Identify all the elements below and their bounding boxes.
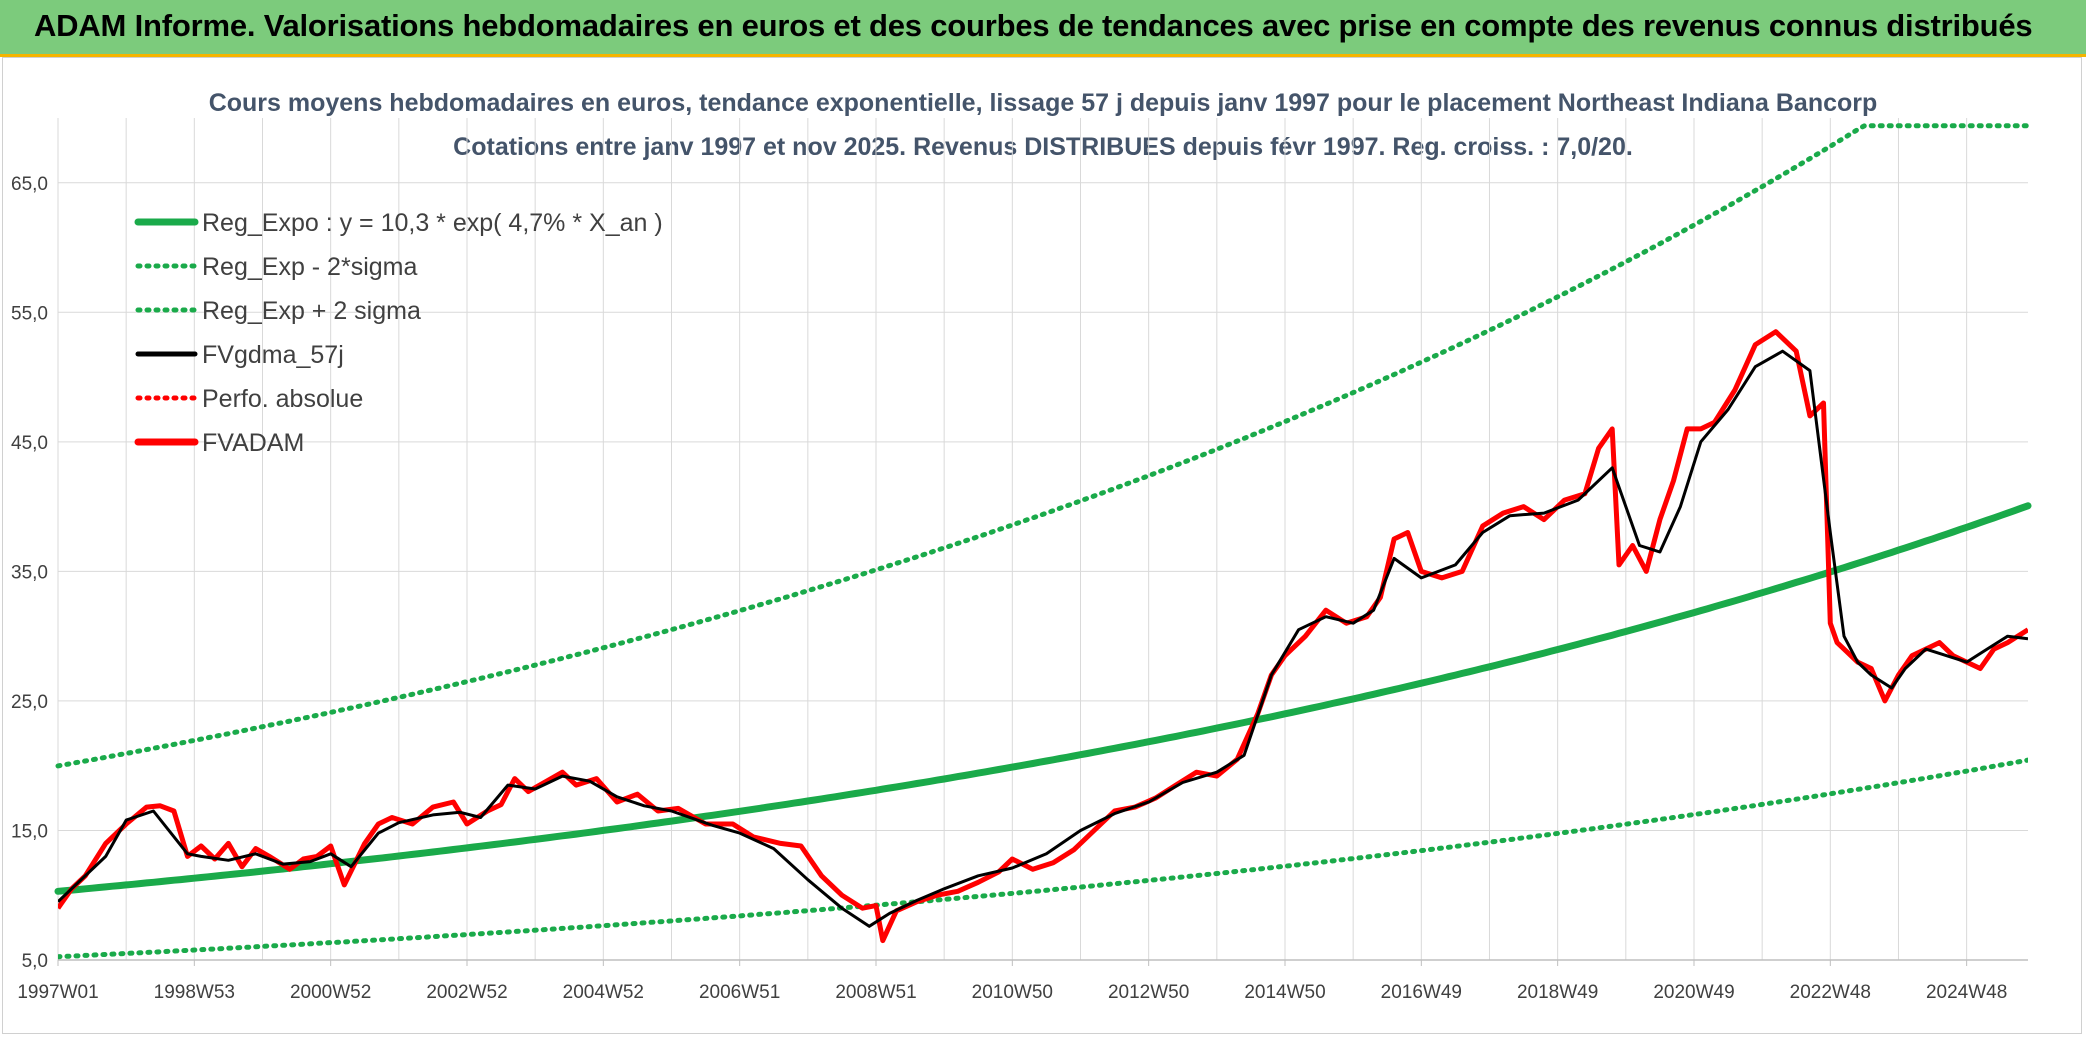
y-tick-label: 25,0 bbox=[11, 692, 48, 713]
legend-label: Reg_Exp + 2 sigma bbox=[202, 297, 421, 325]
x-tick-label: 2022W48 bbox=[1790, 982, 1871, 1003]
legend: Reg_Expo : y = 10,3 * exp( 4,7% * X_an )… bbox=[134, 209, 663, 457]
legend-label: FVgdma_57j bbox=[202, 341, 344, 369]
x-tick-label: 2016W49 bbox=[1381, 982, 1462, 1003]
series-reg-plus-2sigma bbox=[55, 123, 2031, 769]
banner-title: ADAM Informe. Valorisations hebdomadaire… bbox=[34, 8, 2033, 43]
axes: 5,0 15,0 25,0 35,0 45,0 55,0 65,0 1997W01 1998W5… bbox=[11, 174, 2028, 1003]
series-layer bbox=[54, 123, 2032, 960]
series-fvgdma-57j bbox=[58, 349, 2028, 928]
x-tick-label: 2024W48 bbox=[1926, 982, 2007, 1003]
x-tick-label: 2010W50 bbox=[972, 982, 1053, 1003]
chart-frame bbox=[2, 57, 2082, 1034]
x-tick-label: 2012W50 bbox=[1108, 982, 1189, 1003]
y-tick-label: 5,0 bbox=[22, 951, 48, 972]
x-tick-label: 2004W52 bbox=[563, 982, 644, 1003]
legend-label: Reg_Exp - 2*sigma bbox=[202, 253, 417, 281]
x-tick-label: 2006W51 bbox=[699, 982, 780, 1003]
grid bbox=[57, 118, 2028, 961]
y-tick-label: 45,0 bbox=[11, 433, 48, 454]
series-reg-expo bbox=[54, 502, 2032, 895]
legend-label: Reg_Expo : y = 10,3 * exp( 4,7% * X_an ) bbox=[202, 209, 663, 237]
legend-label: FVADAM bbox=[202, 429, 304, 457]
x-tick-label: 2002W52 bbox=[426, 982, 507, 1003]
series-fvadam bbox=[58, 329, 2028, 944]
y-tick-label: 65,0 bbox=[11, 174, 48, 195]
x-tick-label: 2008W51 bbox=[835, 982, 916, 1003]
x-tick-label: 2000W52 bbox=[290, 982, 371, 1003]
x-tick-label: 1998W53 bbox=[154, 982, 235, 1003]
y-tick-label: 55,0 bbox=[11, 303, 48, 324]
y-tick-label: 35,0 bbox=[11, 562, 48, 583]
x-tick-label: 2020W49 bbox=[1653, 982, 1734, 1003]
x-tick-label: 1997W01 bbox=[17, 982, 98, 1003]
chart-title: Cours moyens hebdomadaires en euros, ten… bbox=[209, 89, 1878, 117]
chart-subtitle: Cotations entre janv 1997 et nov 2025. R… bbox=[453, 133, 1633, 161]
legend-label: Perfo. absolue bbox=[202, 385, 363, 413]
series-reg-minus-2sigma bbox=[58, 757, 2028, 960]
banner: ADAM Informe. Valorisations hebdomadaire… bbox=[0, 0, 2086, 57]
y-tick-label: 15,0 bbox=[11, 821, 48, 842]
x-tick-label: 2018W49 bbox=[1517, 982, 1598, 1003]
x-tick-label: 2014W50 bbox=[1244, 982, 1325, 1003]
